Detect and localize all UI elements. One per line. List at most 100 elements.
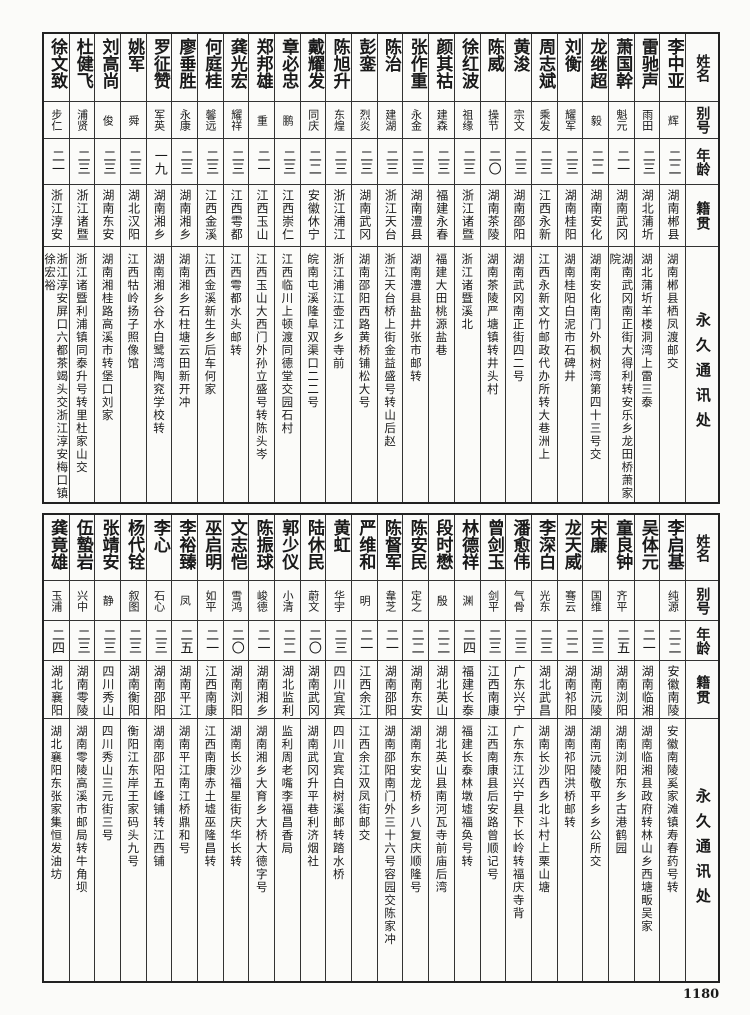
person-address: 湖南长沙福星街庆华长转	[229, 725, 243, 868]
person-name: 龚光宏	[226, 38, 247, 89]
person-origin: 浙江诸暨	[460, 189, 475, 241]
person-column: 龚光宏 耀祥 二三 江西雩都 江西雩都水头邮转	[222, 34, 249, 502]
person-address-cell: 安徽南陵奚家滩镇寿春药号转	[660, 719, 685, 981]
person-address: 湖南武冈南正街四二号	[511, 253, 526, 383]
person-name-cell: 陆休民	[300, 515, 326, 581]
header-column: 姓名 别号 年龄 籍贯 永久通讯处	[685, 515, 718, 981]
person-name-cell: 李深白	[531, 515, 557, 581]
person-age-cell: 二三	[326, 621, 352, 661]
person-origin-cell: 江西雩都	[223, 185, 249, 247]
header-age-cell: 年龄	[686, 621, 718, 661]
person-address-cell: 湖北英山县南河瓦寺前庙后湾	[429, 719, 454, 981]
person-origin-cell: 江西南康	[197, 661, 223, 719]
person-address-cell: 湖南湘乡谷水白鹭湾陶兖学校转	[147, 247, 172, 502]
person-age-cell: 二三	[403, 139, 429, 185]
person-alias: 明	[358, 595, 372, 606]
person-origin-cell: 湖南邵阳	[377, 661, 403, 719]
person-address: 四川秀山三元街三号	[100, 725, 115, 842]
person-name-cell: 徐红波	[454, 34, 480, 102]
person-alias-cell: 定之	[403, 581, 429, 621]
person-name-cell: 林德祥	[454, 515, 480, 581]
person-origin: 湖南邵阳	[383, 665, 398, 717]
person-origin: 湖南武冈	[614, 189, 629, 241]
person-origin-cell: 福建永春	[429, 185, 454, 247]
person-column: 黄虹 华宇 二三 四川宜宾 四川宜宾白树溪邮转踏水桥	[325, 515, 352, 981]
person-origin: 湖南澧县	[409, 189, 424, 241]
person-address: 安徽南陵奚家滩镇寿春药号转	[665, 725, 680, 894]
person-origin-cell: 湖南湘乡	[172, 185, 197, 247]
person-address: 江西玉山大西门外孙立盛号转陈头岑	[254, 253, 269, 461]
person-age-cell: 二三	[634, 139, 660, 185]
person-name: 文志恺	[226, 519, 247, 570]
person-column: 张靖安静二三 四川秀山 四川秀山三元街三号	[94, 515, 120, 981]
person-address-cell: 湖南茶陵严塘镇转井头村	[481, 247, 506, 502]
person-age: 二三	[408, 148, 424, 175]
person-age: 二二	[280, 627, 296, 654]
person-name-cell: 龚竟雄	[43, 515, 69, 581]
person-alias: 军英	[152, 109, 166, 131]
person-address: 浙江诸暨溪北	[460, 253, 475, 331]
person-name: 刘衡	[560, 38, 581, 72]
person-name: 陈振球	[252, 519, 273, 570]
person-age-cell: 二三	[506, 139, 531, 185]
person-column: 刘衡 耀军 二三 湖南桂阳 湖南桂阳白泥市石碑井	[556, 34, 583, 502]
person-address-cell: 湖南湘乡大育乡大桥大德字号	[249, 719, 274, 981]
person-origin: 四川秀山	[100, 665, 115, 717]
person-origin-cell: 湖南茶陵	[480, 185, 506, 247]
person-column: 林德祥渊二四 福建长泰 福建长泰林墩墟福奂号转	[453, 515, 480, 981]
person-column: 陆休民 蔚文 二〇 湖南武冈 湖南武冈升平巷利济烟社	[299, 515, 326, 981]
person-origin: 湖南郴县	[665, 189, 680, 241]
person-age-cell: 二三	[69, 139, 95, 185]
person-alias-cell: 殷	[429, 581, 454, 621]
person-origin-cell: 浙江诸暨	[69, 185, 95, 247]
person-address-cell: 江西临川上顿渡同德堂交园石村	[275, 247, 300, 502]
person-age: 二三	[126, 627, 142, 654]
person-age: 二一	[203, 627, 219, 654]
person-column: 刘高尚俊二三 湖南东安 湖南湘桂路高溪市转堡口刘家	[94, 34, 120, 502]
person-name: 萧国幹	[612, 38, 633, 89]
person-name: 童良钟	[612, 519, 633, 570]
person-alias-cell: 气骨	[506, 581, 531, 621]
person-name: 段时懋	[432, 519, 453, 570]
person-origin-cell: 湖南郴县	[660, 185, 685, 247]
person-alias: 定之	[409, 589, 423, 612]
person-address: 浙江诸暨利浦镇同泰升号转里杜家山交	[74, 253, 89, 474]
person-origin: 浙江天台	[383, 189, 398, 241]
person-origin-cell: 湖南东安	[403, 661, 429, 719]
header-name: 姓名	[694, 53, 711, 82]
person-age-cell: 二三	[531, 139, 557, 185]
person-name: 徐文致	[47, 38, 68, 89]
person-name-cell: 严维和	[352, 515, 377, 581]
person-age: 二三	[588, 627, 604, 654]
person-alias: 步仁	[49, 109, 63, 131]
person-alias-cell: 石心	[146, 581, 172, 621]
person-name: 陆休民	[303, 519, 324, 570]
person-alias: 重	[255, 114, 269, 126]
person-address: 湖南沅陵敬平乡乡公所交	[588, 725, 603, 868]
person-age-cell: 二三	[326, 139, 352, 185]
person-alias: 俊	[101, 114, 115, 126]
person-name: 李中亚	[663, 38, 684, 89]
person-alias-cell: 叙图	[120, 581, 146, 621]
person-alias-cell: 韋芝	[377, 581, 403, 621]
person-address-cell: 湖南桂阳白泥市石碑井	[558, 247, 583, 502]
person-column: 龙天威 骞云 二二 湖南祁阳 湖南祁阳洪桥邮转	[556, 515, 583, 981]
person-age: 二三	[203, 148, 219, 175]
person-name-cell: 萧国幹	[608, 34, 634, 102]
person-alias: 纯源	[666, 589, 680, 612]
person-address-cell: 衡阳江东岸王家码头九号	[121, 719, 146, 981]
person-age: 二五	[177, 627, 193, 654]
person-alias-cell: 鹏	[275, 102, 300, 139]
header-address: 永久通讯处	[693, 787, 712, 913]
person-name: 廖垂胜	[175, 38, 196, 89]
person-alias: 叙图	[126, 589, 140, 612]
person-address-cell: 江西余江双凤街邮交	[352, 719, 377, 981]
person-alias: 建湖	[383, 109, 397, 131]
person-address: 江西南康县后安路曾顺记号	[485, 725, 500, 881]
person-name-cell: 雷驰声	[634, 34, 660, 102]
person-alias: 蔚文	[306, 589, 320, 612]
person-age: 二三	[357, 148, 373, 175]
person-column: 杨代铨 叙图 二三 湖南衡阳 衡阳江东岸王家码头九号	[119, 515, 146, 981]
person-address-cell: 四川宜宾白树溪邮转踏水桥	[326, 719, 351, 981]
person-alias-cell: 雪鸿	[223, 581, 249, 621]
